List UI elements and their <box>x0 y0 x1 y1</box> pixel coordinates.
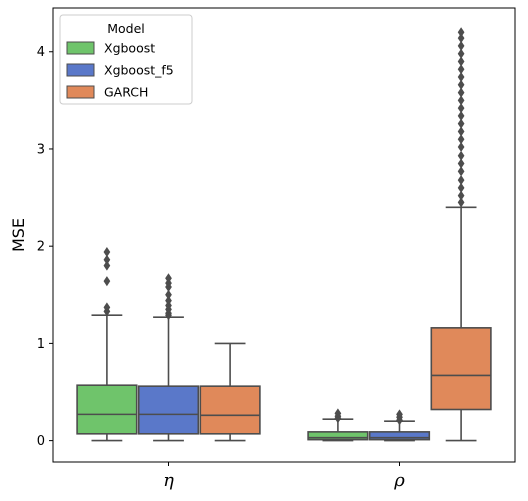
outlier-point <box>457 150 465 161</box>
outlier-point <box>457 175 465 186</box>
y-tick-label: 3 <box>37 142 45 157</box>
outlier-point <box>457 95 465 106</box>
box-body <box>76 384 138 435</box>
outlier-point <box>457 103 465 114</box>
outlier-point <box>103 260 111 271</box>
outlier-point <box>457 182 465 193</box>
y-axis-label: MSE <box>9 218 28 252</box>
x-tick-label: ρ <box>393 470 405 491</box>
outlier-point <box>457 158 465 169</box>
outlier-point <box>457 197 465 208</box>
outlier-point <box>457 79 465 90</box>
outlier-point <box>334 408 342 419</box>
box-body <box>137 385 200 435</box>
legend-swatch <box>66 63 95 77</box>
outlier-point <box>457 118 465 129</box>
outlier-point <box>165 273 172 284</box>
outlier-point <box>457 56 465 67</box>
outlier-point <box>457 33 465 44</box>
box-xgboost-f5-1 <box>368 409 431 442</box>
plot-frame <box>52 7 516 463</box>
y-tick-label: 1 <box>37 337 45 352</box>
legend-label: GARCH <box>104 85 148 100</box>
outlier-point <box>457 27 465 38</box>
y-tick-label: 2 <box>37 240 45 255</box>
x-tick-label: η <box>163 470 174 491</box>
legend-label: Xgboost_f5 <box>104 63 174 78</box>
outlier-point <box>396 409 403 420</box>
box-body <box>307 431 369 441</box>
box-plot-area <box>76 27 492 442</box>
outlier-point <box>103 246 111 258</box>
y-tick-label: 4 <box>37 45 45 60</box>
outlier-point <box>457 48 465 59</box>
box-garch-1 <box>430 27 492 442</box>
box-xgboost-f5-0 <box>137 273 200 442</box>
legend: Model Xgboost Xgboost_f5 GARCH <box>59 14 193 105</box>
box-body <box>430 327 492 411</box>
box-xgboost-0 <box>76 246 138 442</box>
outlier-point <box>457 190 465 201</box>
outlier-point <box>103 276 111 287</box>
y-axis-ticks: 0 1 2 3 4 <box>37 45 53 449</box>
outlier-point <box>457 141 465 153</box>
outlier-point <box>457 87 465 98</box>
outlier-point <box>457 40 465 51</box>
box-xgboost-1 <box>307 408 369 442</box>
outlier-point <box>457 166 465 177</box>
box-garch-0 <box>199 342 261 442</box>
outlier-point <box>457 64 465 75</box>
legend-title: Model <box>107 21 145 36</box>
legend-swatch <box>66 85 95 99</box>
legend-swatch <box>66 41 95 55</box>
box-body <box>199 385 261 435</box>
outlier-point <box>457 110 465 121</box>
legend-frame <box>59 14 193 105</box>
legend-label: Xgboost <box>104 41 155 56</box>
outlier-point <box>103 254 111 265</box>
outlier-point <box>457 134 465 145</box>
outlier-point <box>165 295 172 306</box>
box-body <box>368 431 431 441</box>
y-tick-label: 0 <box>37 434 45 449</box>
outlier-point <box>165 289 172 300</box>
outlier-point <box>103 302 111 313</box>
outlier-point <box>457 126 465 137</box>
outlier-point <box>457 71 465 83</box>
